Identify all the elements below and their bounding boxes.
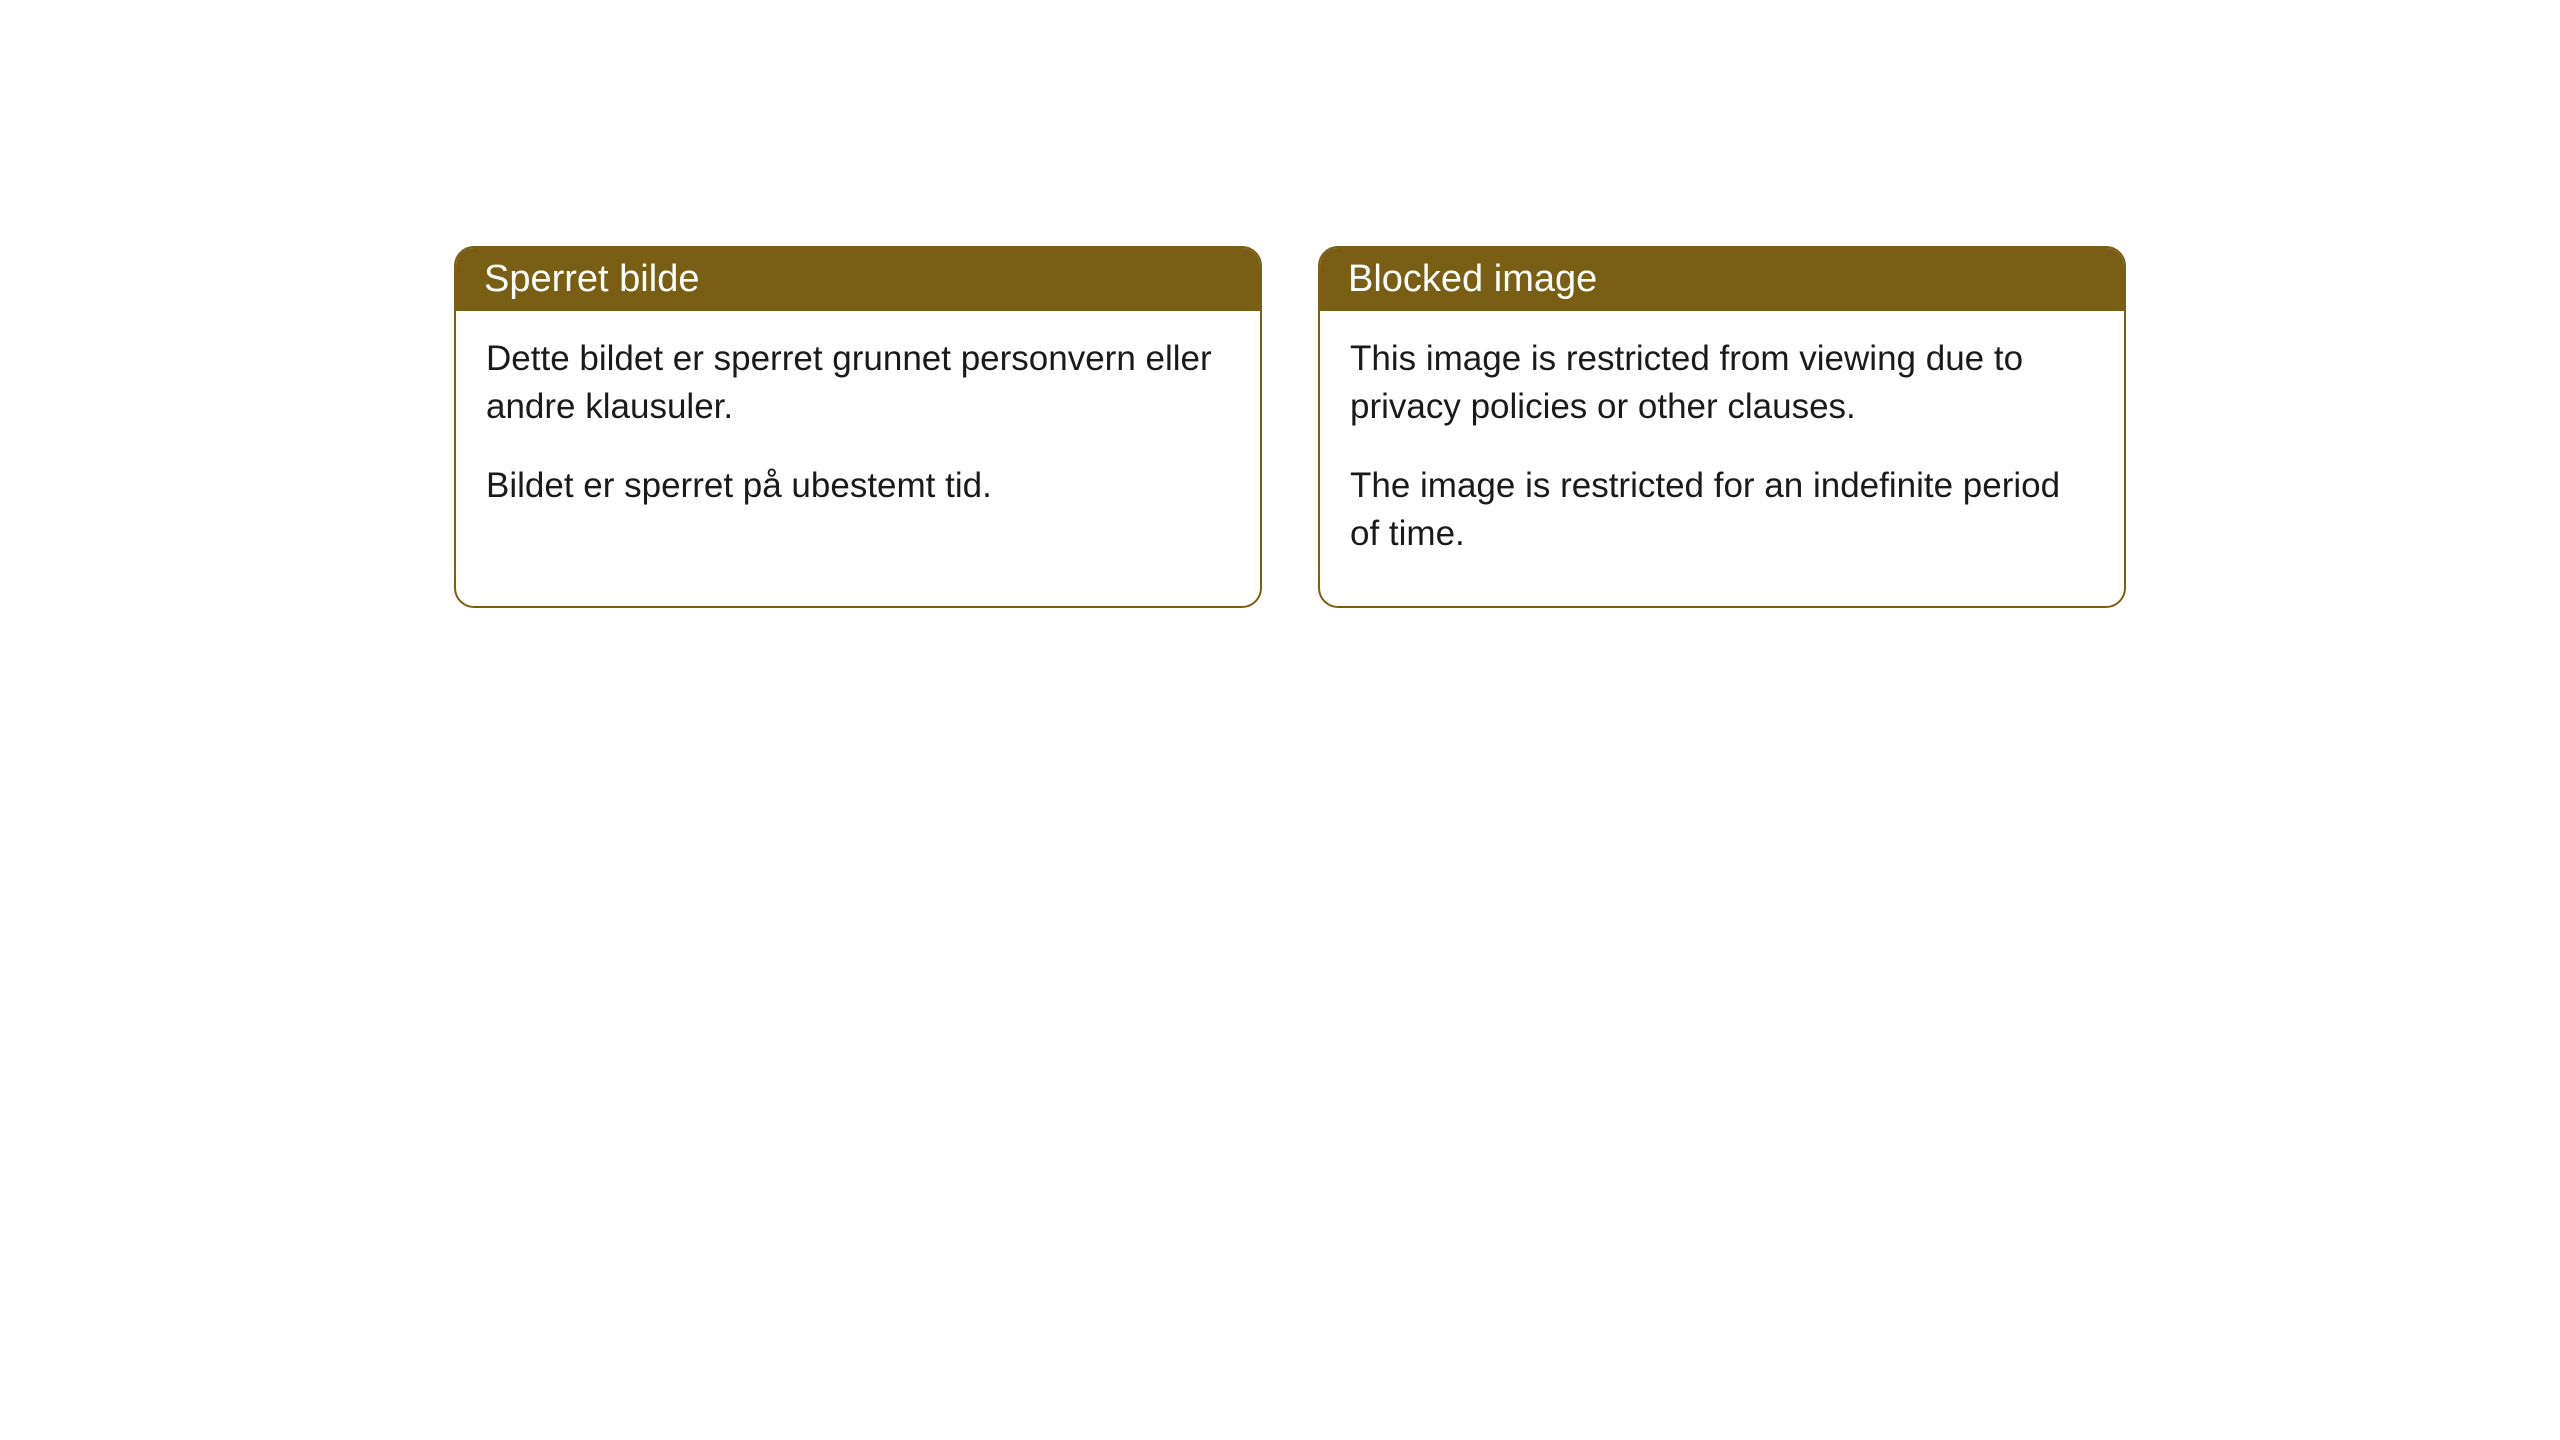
card-header: Blocked image <box>1320 248 2124 311</box>
card-paragraph: This image is restricted from viewing du… <box>1350 335 2094 432</box>
card-body: Dette bildet er sperret grunnet personve… <box>456 311 1260 558</box>
card-paragraph: Dette bildet er sperret grunnet personve… <box>486 335 1230 432</box>
notice-card-english: Blocked image This image is restricted f… <box>1318 246 2126 608</box>
card-header: Sperret bilde <box>456 248 1260 311</box>
card-paragraph: The image is restricted for an indefinit… <box>1350 462 2094 559</box>
card-title: Blocked image <box>1348 258 1597 300</box>
card-body: This image is restricted from viewing du… <box>1320 311 2124 606</box>
card-paragraph: Bildet er sperret på ubestemt tid. <box>486 462 1230 510</box>
notice-card-norwegian: Sperret bilde Dette bildet er sperret gr… <box>454 246 1262 608</box>
card-title: Sperret bilde <box>484 258 699 300</box>
notice-cards-container: Sperret bilde Dette bildet er sperret gr… <box>0 0 2560 608</box>
